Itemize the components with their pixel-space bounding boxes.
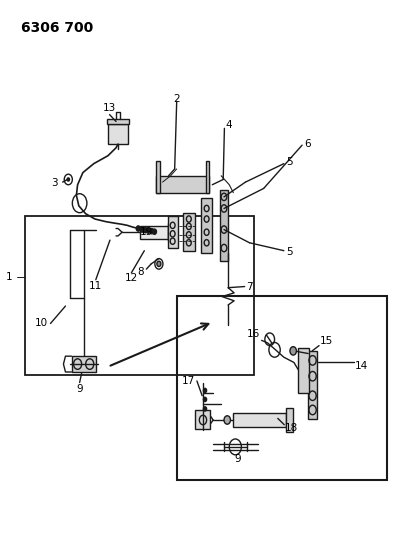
Text: 8: 8 — [137, 267, 144, 277]
Bar — [140, 226, 167, 239]
Bar — [220, 190, 227, 261]
Bar — [176, 295, 386, 480]
Circle shape — [143, 228, 147, 233]
Text: 5: 5 — [285, 247, 292, 257]
Circle shape — [149, 229, 153, 234]
Bar — [108, 124, 128, 144]
Text: 19: 19 — [140, 227, 153, 237]
Text: 17: 17 — [182, 376, 195, 386]
Bar — [71, 356, 96, 372]
Text: 18: 18 — [284, 423, 298, 433]
Circle shape — [67, 178, 70, 181]
Bar — [106, 119, 129, 124]
Bar — [308, 351, 316, 419]
Bar — [200, 198, 212, 253]
Text: 15: 15 — [319, 336, 332, 346]
Circle shape — [146, 228, 150, 233]
Bar — [167, 216, 178, 248]
Text: 7: 7 — [246, 281, 252, 292]
Circle shape — [136, 226, 140, 231]
Bar — [285, 408, 292, 432]
Text: 2: 2 — [173, 94, 180, 104]
Bar — [156, 161, 160, 192]
Text: 11: 11 — [89, 281, 102, 291]
Text: 9: 9 — [234, 454, 240, 464]
Circle shape — [152, 229, 156, 235]
Bar — [25, 216, 253, 375]
Text: 1: 1 — [6, 272, 13, 282]
Bar — [205, 161, 209, 192]
Text: 10: 10 — [35, 318, 48, 328]
Circle shape — [203, 389, 206, 393]
Text: 12: 12 — [124, 273, 138, 283]
Text: 6306 700: 6306 700 — [21, 21, 93, 35]
Text: 14: 14 — [354, 361, 367, 370]
Bar — [156, 176, 209, 192]
Bar — [194, 410, 210, 430]
Circle shape — [203, 407, 206, 411]
Circle shape — [140, 227, 144, 232]
Bar — [167, 223, 173, 241]
Bar — [182, 213, 194, 251]
Text: 16: 16 — [246, 329, 260, 339]
Bar — [297, 348, 309, 393]
Text: 6: 6 — [303, 139, 310, 149]
Bar — [233, 413, 285, 427]
Text: 3: 3 — [51, 178, 57, 188]
Circle shape — [157, 261, 160, 266]
Circle shape — [289, 346, 296, 355]
Circle shape — [223, 416, 230, 424]
Text: 9: 9 — [76, 384, 83, 394]
Text: 5: 5 — [285, 157, 292, 167]
Text: 13: 13 — [103, 103, 116, 114]
Circle shape — [203, 397, 206, 401]
Text: 4: 4 — [225, 120, 231, 130]
